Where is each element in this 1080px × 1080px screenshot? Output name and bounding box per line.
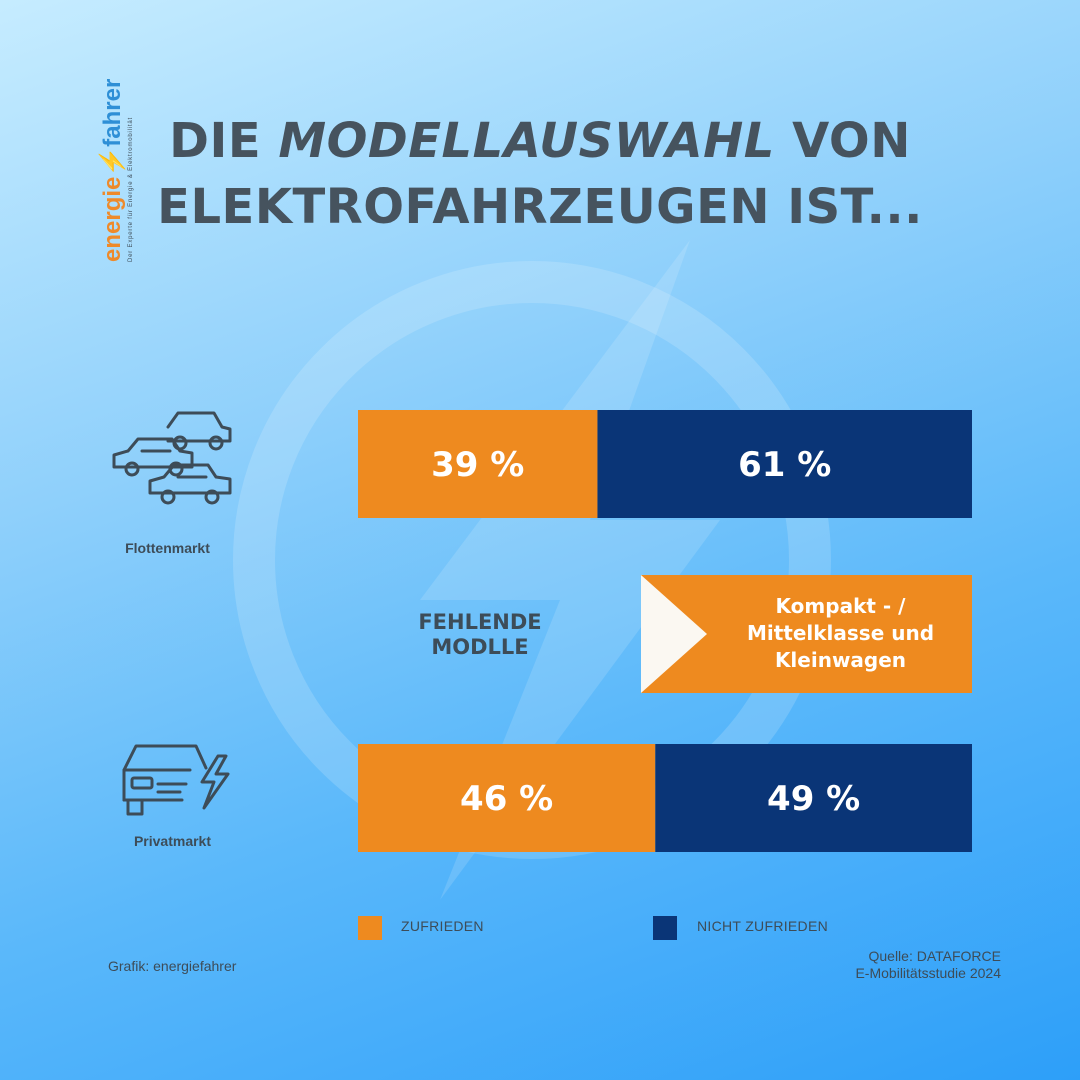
legend-swatch-not-satisfied bbox=[653, 916, 677, 940]
title-line1-italic: Modellauswahl bbox=[278, 113, 775, 169]
missing-models-label: FEHLENDE MODLLE bbox=[418, 610, 542, 659]
segment-label-fleet: Flottenmarkt bbox=[125, 540, 210, 556]
source-note: Quelle: DATAFORCE E-Mobilitätsstudie 202… bbox=[855, 948, 1001, 982]
bar-value-label: 49 % bbox=[767, 779, 860, 819]
arrow-triangle-icon bbox=[641, 575, 707, 693]
source-line1: Quelle: DATAFORCE bbox=[868, 948, 1001, 964]
bar-not-satisfied-flottenmarkt bbox=[597, 410, 972, 518]
page-title: Die Modellauswahl von Elektrofahrzeugen … bbox=[150, 108, 930, 240]
legend-label-satisfied: ZUFRIEDEN bbox=[401, 918, 484, 934]
bar-value-label: 39 % bbox=[431, 445, 524, 485]
segment-label-private: Privatmarkt bbox=[133, 833, 212, 849]
fleet-cars-icon bbox=[112, 411, 232, 505]
bar-value-label: 46 % bbox=[460, 779, 553, 819]
bar-value-label: 61 % bbox=[738, 445, 831, 485]
title-line2: Elektrofahrzeugen ist... bbox=[157, 179, 923, 235]
graphic-credit: Grafik: energiefahrer bbox=[108, 958, 237, 974]
missing-models-box: Kompakt - / Mittelklasse und Kleinwagen bbox=[641, 575, 972, 693]
legend-label-not-satisfied: NICHT ZUFRIEDEN bbox=[697, 918, 829, 934]
electric-car-icon bbox=[122, 744, 230, 816]
title-line1-start: Die bbox=[169, 113, 279, 169]
bar-satisfied-privatmarkt bbox=[358, 744, 656, 852]
source-line2: E-Mobilitätsstudie 2024 bbox=[855, 965, 1001, 981]
legend-swatch-satisfied bbox=[358, 916, 382, 940]
missing-models-text: Kompakt - / Mittelklasse und Kleinwagen bbox=[746, 594, 935, 672]
bar-not-satisfied-privatmarkt bbox=[655, 744, 972, 852]
bar-satisfied-flottenmarkt bbox=[358, 410, 598, 518]
title-line1-end: von bbox=[774, 113, 911, 169]
